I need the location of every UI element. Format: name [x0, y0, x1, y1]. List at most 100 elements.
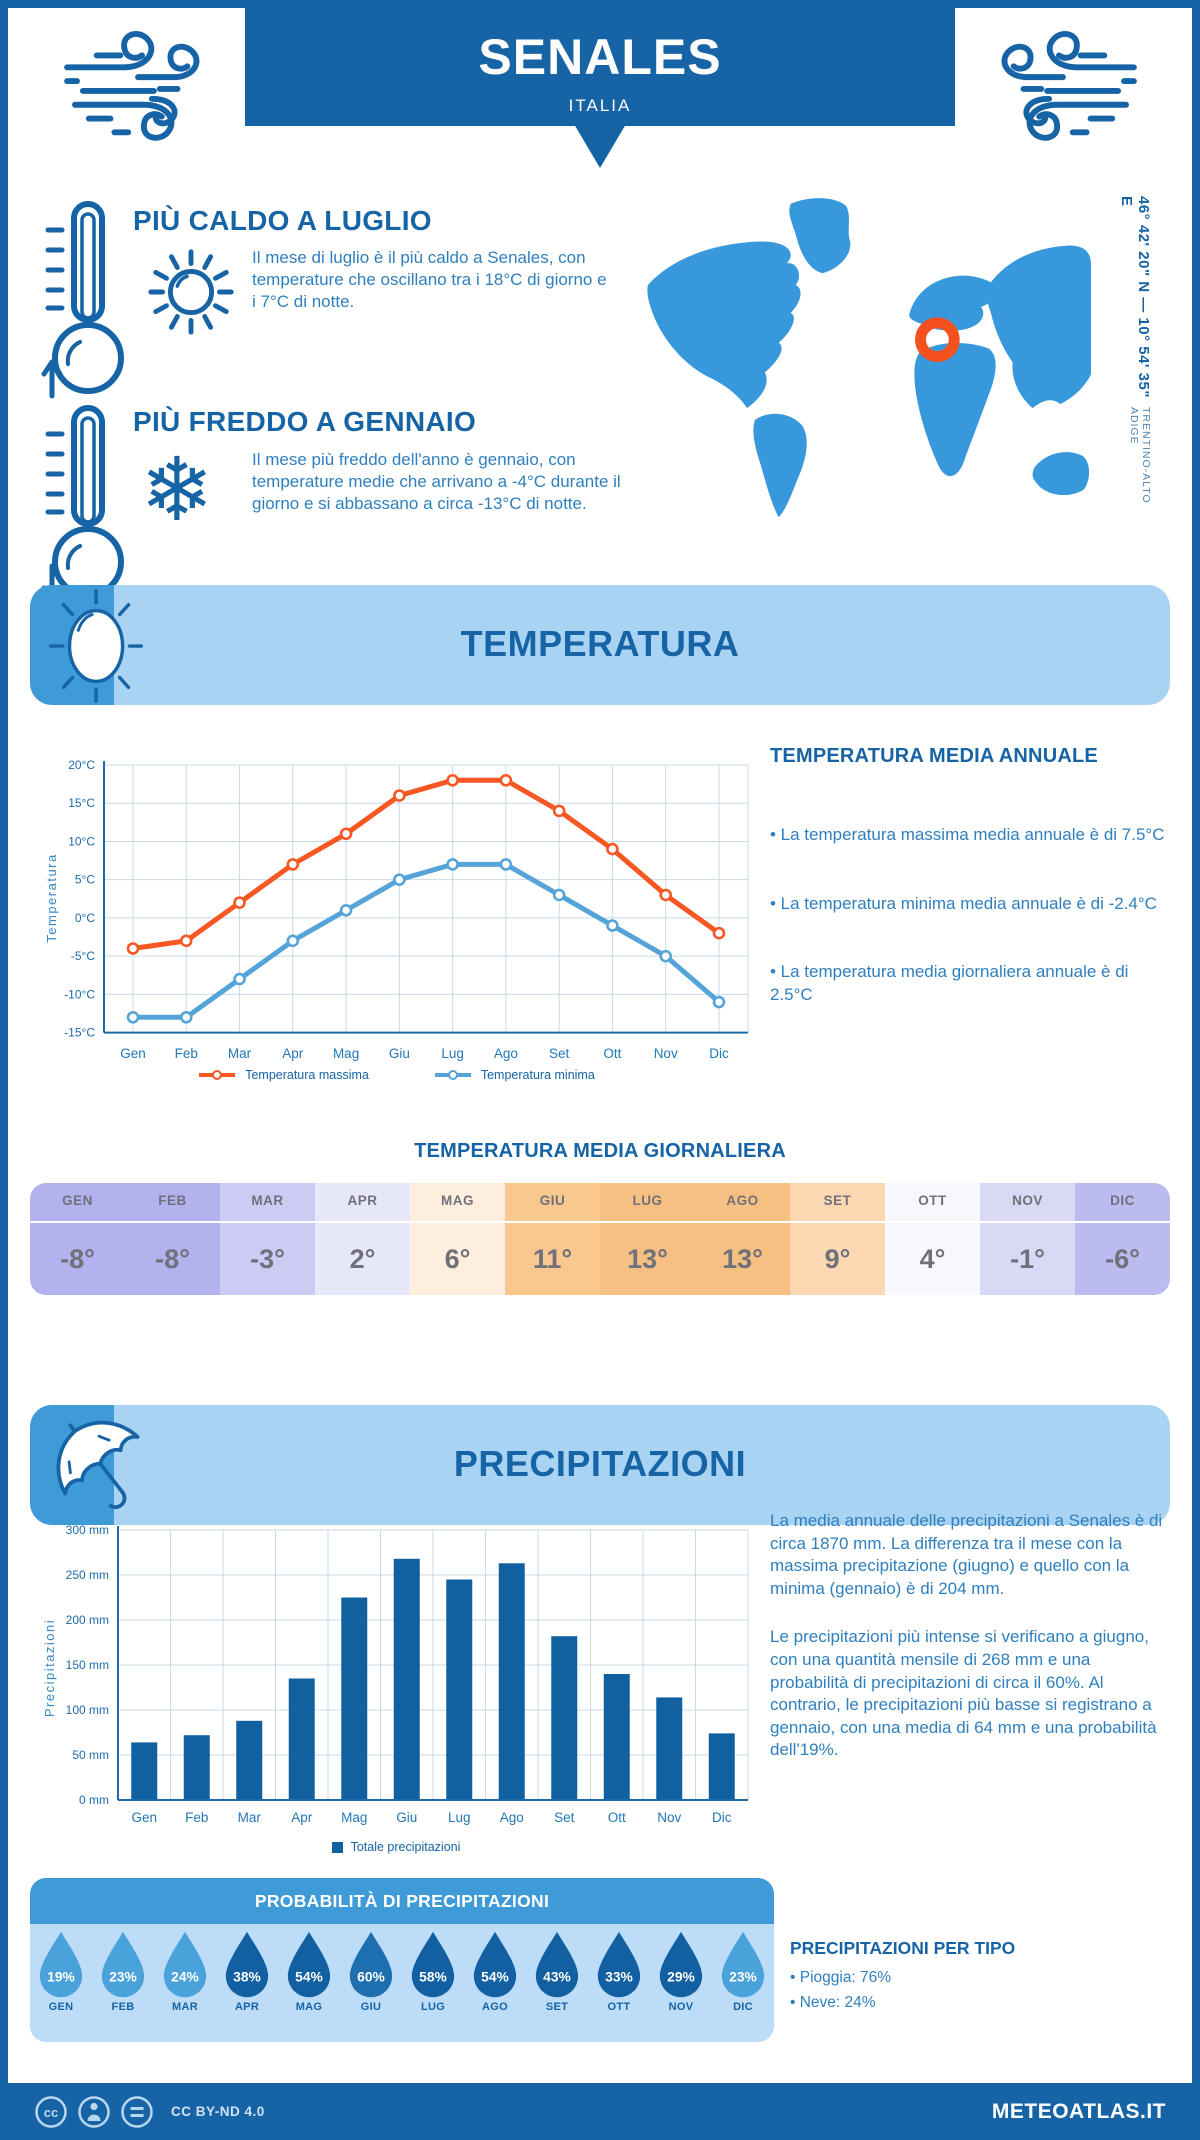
table-month-value: 11° — [532, 1244, 573, 1274]
svg-text:Mar: Mar — [238, 1810, 262, 1825]
svg-text:Apr: Apr — [291, 1810, 313, 1825]
droplet-month-label: FEB — [111, 2001, 135, 2013]
svg-text:0 mm: 0 mm — [79, 1793, 109, 1807]
temperature-section-title: TEMPERATURA — [460, 623, 740, 664]
droplet-month-label: APR — [234, 2001, 260, 2013]
precip-type-bullet-1: • Pioggia: 76% — [790, 1969, 892, 1986]
temperature-chart-svg: 20°C 15°C 10°C 5°C 0°C -5°C -10°C -15°C Gen Feb Ma… — [44, 758, 749, 1061]
table-column-gen: GEN -8° — [30, 1183, 125, 1295]
legend-item-tmax: Temperatura massima — [197, 1068, 369, 1082]
svg-text:100 mm: 100 mm — [66, 1703, 109, 1717]
svg-text:Ott: Ott — [603, 1046, 621, 1061]
precip-bar — [183, 1735, 210, 1800]
svg-text:Mag: Mag — [333, 1046, 359, 1061]
droplet-month-label: AGO — [482, 2001, 508, 2013]
svg-text:58%: 58% — [419, 1969, 447, 1985]
droplet-month-label: MAG — [295, 2001, 323, 2013]
annual-summary-title: TEMPERATURA MEDIA ANNUALE — [770, 745, 1098, 767]
svg-text:Feb: Feb — [175, 1046, 198, 1061]
precipitation-type-bullets: • Pioggia: 76% • Neve: 24% — [790, 1969, 1170, 2012]
annual-bullet-2: • La temperatura minima media annuale è … — [770, 893, 1157, 913]
wind-icon — [1001, 31, 1137, 141]
precipitation-chart-svg: 0 mm 50 mm 100 mm 150 mm 200 mm 250 mm 300 mm G… — [42, 1523, 749, 1825]
svg-text:-15°C: -15°C — [64, 1026, 95, 1040]
legend-item-precip: Totale precipitazioni — [331, 1840, 461, 1854]
svg-text:300 mm: 300 mm — [66, 1523, 109, 1537]
svg-text:0°C: 0°C — [75, 911, 95, 925]
svg-text:Ago: Ago — [494, 1046, 518, 1061]
location-coordinates: 46° 42' 20" N — 10° 54' 35" E TRENTINO-A… — [1118, 196, 1152, 536]
header-banner: SENALES ITALIA — [245, 0, 955, 168]
table-month-value: -3° — [250, 1244, 285, 1274]
droplet-month-label: DIC — [733, 2001, 753, 2013]
precip-bar — [446, 1579, 473, 1800]
series-line — [130, 777, 722, 951]
svg-text:33%: 33% — [605, 1969, 633, 1985]
table-column-set: SET 9° — [790, 1183, 885, 1295]
grid — [117, 1529, 749, 1800]
droplet-month-label: OTT — [607, 2001, 631, 2013]
droplet-dic: 23% DIC — [712, 1930, 774, 2042]
droplet-month-label: GIU — [360, 2001, 382, 2013]
svg-text:Dic: Dic — [712, 1810, 732, 1825]
droplet-mar: 24% MAR — [154, 1930, 216, 2042]
cc-icon: cc — [35, 2095, 67, 2128]
table-month-value: 4° — [919, 1244, 946, 1274]
precip-bar — [288, 1678, 315, 1800]
probability-droplets: 19% GEN 23% FEB 24% MAR 38% APR 54% MAG … — [30, 1924, 774, 2042]
page-title: SENALES — [478, 29, 722, 85]
svg-text:60%: 60% — [357, 1969, 385, 1985]
svg-text:Mar: Mar — [228, 1046, 252, 1061]
probability-title: PROBABILITÀ DI PRECIPITAZIONI — [30, 1878, 774, 1924]
table-month-label: GIU — [505, 1183, 600, 1223]
svg-text:Lug: Lug — [448, 1810, 471, 1825]
tmin-swatch — [434, 1070, 471, 1080]
droplet-giu: 60% GIU — [340, 1930, 402, 2042]
table-month-value: 9° — [824, 1244, 851, 1274]
svg-text:200 mm: 200 mm — [66, 1613, 109, 1627]
svg-text:Giu: Giu — [396, 1810, 417, 1825]
sun-icon — [148, 249, 234, 335]
svg-text:150 mm: 150 mm — [66, 1658, 109, 1672]
svg-text:50 mm: 50 mm — [72, 1748, 109, 1762]
cc-attribution-icon — [78, 2095, 110, 2128]
svg-text:43%: 43% — [543, 1969, 571, 1985]
droplet-apr: 38% APR — [216, 1930, 278, 2042]
coldest-text: Il mese più freddo dell'anno è gennaio, … — [252, 450, 621, 514]
droplet-icon: 29% — [659, 1931, 703, 1998]
footer-license-group: cc CC BY-ND 4.0 — [34, 2095, 265, 2129]
annual-summary: TEMPERATURA MEDIA ANNUALE • La temperatu… — [770, 745, 1172, 1006]
table-column-dic: DIC -6° — [1075, 1183, 1170, 1295]
table-month-value: -8° — [155, 1244, 190, 1274]
brand-text: METEOATLAS.IT — [991, 2099, 1166, 2123]
droplet-icon: 60% — [349, 1931, 393, 1998]
precip-legend-label: Totale precipitazioni — [350, 1840, 461, 1854]
svg-text:23%: 23% — [729, 1969, 757, 1985]
precip-bar — [498, 1563, 525, 1800]
table-month-value: 13° — [722, 1244, 763, 1274]
droplet-month-label: MAR — [172, 2001, 198, 2013]
annual-bullet-1: • La temperatura massima media annuale è… — [770, 825, 1165, 844]
svg-text:Ago: Ago — [500, 1810, 524, 1825]
svg-text:Mag: Mag — [341, 1810, 367, 1825]
precipitation-paragraph-1: La media annuale delle precipitazioni a … — [770, 1511, 1163, 1598]
probability-box: PROBABILITÀ DI PRECIPITAZIONI 19% GEN 23… — [30, 1878, 774, 2042]
footer: cc CC BY-ND 4.0 METEOATLAS.IT — [0, 2083, 1200, 2140]
table-column-ago: AGO 13° — [695, 1183, 790, 1295]
droplet-feb: 23% FEB — [92, 1930, 154, 2042]
svg-text:54%: 54% — [481, 1969, 509, 1985]
daily-table-title: TEMPERATURA MEDIA GIORNALIERA — [414, 1140, 786, 1162]
droplet-icon: 33% — [597, 1931, 641, 1998]
svg-text:Precipitazioni: Precipitazioni — [42, 1619, 57, 1717]
svg-text:10°C: 10°C — [68, 834, 95, 848]
svg-text:54%: 54% — [295, 1969, 323, 1985]
table-column-giu: GIU 11° — [505, 1183, 600, 1295]
svg-text:Gen: Gen — [131, 1810, 157, 1825]
precipitation-section-title: PRECIPITAZIONI — [453, 1443, 747, 1484]
droplet-icon: 58% — [411, 1931, 455, 1998]
svg-text:250 mm: 250 mm — [66, 1568, 109, 1582]
snowflake-icon: ❄ — [140, 438, 214, 541]
table-month-value: 6° — [444, 1244, 471, 1274]
svg-text:Apr: Apr — [282, 1046, 304, 1061]
table-month-label: DIC — [1075, 1183, 1170, 1223]
